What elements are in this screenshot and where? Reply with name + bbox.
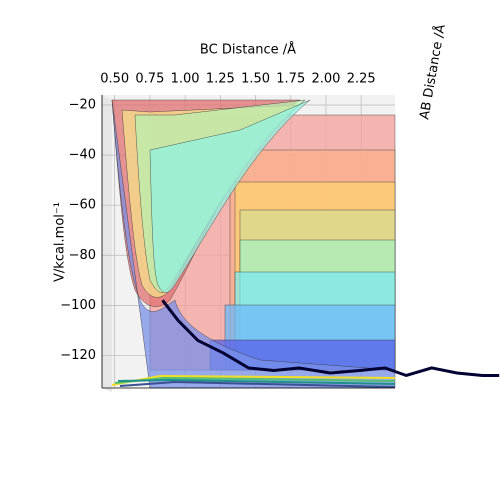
y-tick-label: −40 — [69, 148, 96, 163]
x-tick-label: 1.00 — [171, 72, 200, 87]
y-tick-label: −20 — [69, 98, 96, 113]
x-tick-label: 2.25 — [347, 72, 376, 87]
base-contours — [111, 374, 396, 388]
x-tick-label: 1.50 — [241, 72, 270, 87]
plot — [161, 299, 500, 378]
x-tick-label: 1.75 — [276, 72, 305, 87]
x-tick-label: 0.75 — [135, 72, 164, 87]
y-tick-label: −60 — [69, 198, 96, 213]
x-axis-label: BC Distance /Å — [200, 42, 296, 58]
y-axis-label: V/kcal.mol⁻¹ — [53, 202, 68, 282]
z-axis-label: AB Distance /Å — [416, 23, 448, 121]
side-pane — [102, 95, 112, 392]
x-tick-label: 2.00 — [311, 72, 340, 87]
surface — [111, 99, 396, 389]
x-tick-label: 1.25 — [206, 72, 235, 87]
y-tick-label: −120 — [60, 348, 96, 363]
y-tick-label: −80 — [69, 248, 96, 263]
trajectory — [161, 299, 500, 378]
x-tick-label: 0.50 — [100, 72, 129, 87]
y-tick-label: −100 — [60, 298, 96, 313]
